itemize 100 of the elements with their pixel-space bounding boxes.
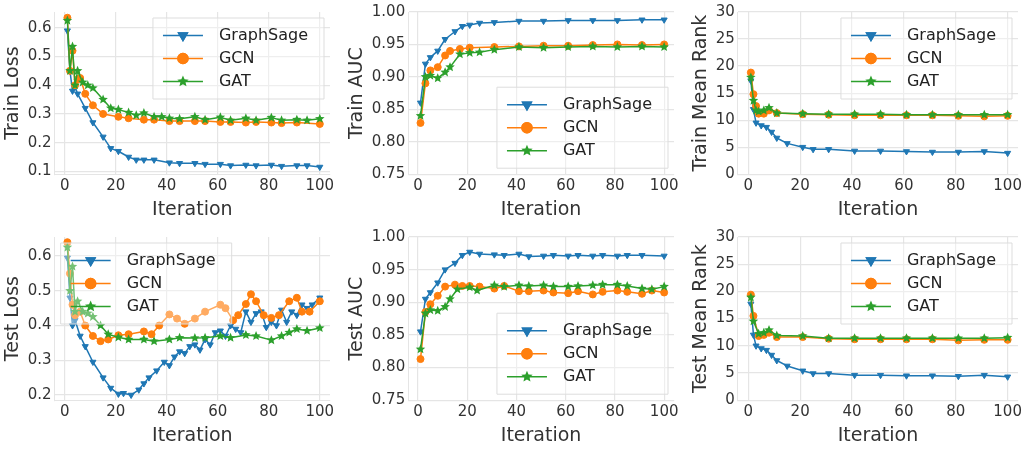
x-tick-label: 60 <box>208 402 228 421</box>
x-tick-label: 20 <box>790 402 810 421</box>
y-tick-label: 25 <box>715 28 735 47</box>
y-tick-label: 0.4 <box>27 315 52 334</box>
legend-label: GCN <box>562 342 599 362</box>
x-tick-label: 80 <box>259 176 279 195</box>
y-tick-label: 0.6 <box>27 17 52 36</box>
legend-label: GraphSage <box>906 249 997 269</box>
x-tick-label: 20 <box>457 402 477 421</box>
x-tick-label: 100 <box>649 402 679 421</box>
y-tick-label: 0.1 <box>27 161 52 180</box>
x-tick-label: 0 <box>413 176 423 195</box>
y-tick-label: 20 <box>715 281 735 300</box>
x-axis-title: Iteration <box>152 196 233 219</box>
legend-label: GAT <box>562 365 596 385</box>
y-tick-label: 20 <box>715 55 735 74</box>
legend-label: GAT <box>906 70 940 90</box>
x-tick-label: 100 <box>305 402 335 421</box>
y-axis-title: Test Mean Rank <box>688 244 711 394</box>
x-tick-label: 100 <box>305 176 335 195</box>
y-tick-label: 25 <box>715 254 735 273</box>
legend-label: GAT <box>906 295 940 315</box>
y-tick-label: 0.90 <box>371 292 406 311</box>
legend-label: GraphSage <box>562 93 653 113</box>
x-tick-label: 60 <box>208 176 228 195</box>
x-tick-label: 40 <box>157 176 177 195</box>
y-tick-label: 0.3 <box>27 103 52 122</box>
y-tick-label: 0.95 <box>371 259 406 278</box>
x-tick-label: 100 <box>993 402 1022 421</box>
y-axis-title: Test Loss <box>0 276 23 363</box>
y-axis-title: Train Mean Rank <box>688 14 711 173</box>
y-tick-label: 1.00 <box>371 226 406 245</box>
y-tick-label: 0.5 <box>27 46 52 65</box>
x-axis-title: Iteration <box>500 196 582 219</box>
x-tick-label: 0 <box>60 402 70 421</box>
y-tick-label: 0.75 <box>371 164 406 183</box>
legend-label: GCN <box>126 272 163 292</box>
y-tick-label: 0.3 <box>27 350 52 369</box>
y-tick-label: 0.90 <box>371 66 406 85</box>
x-axis-title: Iteration <box>837 422 919 445</box>
y-tick-label: 15 <box>715 82 735 101</box>
y-tick-label: 0.85 <box>371 324 406 343</box>
y-tick-label: 5 <box>725 362 735 381</box>
legend-label: GCN <box>906 47 943 67</box>
x-axis-title: Iteration <box>152 422 233 445</box>
legend-label: GraphSage <box>126 249 216 269</box>
y-tick-label: 0 <box>725 390 735 409</box>
y-tick-label: 10 <box>715 335 735 354</box>
legend-label: GCN <box>562 116 599 136</box>
y-tick-label: 0.6 <box>27 245 52 264</box>
x-axis-title: Iteration <box>500 422 582 445</box>
y-tick-label: 0.95 <box>371 34 406 53</box>
y-tick-label: 0.2 <box>27 384 52 403</box>
x-tick-label: 80 <box>259 402 279 421</box>
x-tick-label: 40 <box>842 402 862 421</box>
y-tick-label: 0 <box>725 164 735 183</box>
x-tick-label: 80 <box>946 402 966 421</box>
x-tick-label: 100 <box>993 176 1022 195</box>
x-tick-label: 0 <box>413 402 423 421</box>
y-tick-label: 0.2 <box>27 132 52 151</box>
x-tick-label: 40 <box>506 402 527 421</box>
y-tick-label: 0.4 <box>27 75 52 94</box>
y-tick-label: 30 <box>715 226 735 245</box>
x-tick-label: 80 <box>946 176 966 195</box>
x-tick-label: 60 <box>894 176 914 195</box>
legend-label: GraphSage <box>218 24 309 44</box>
y-tick-label: 0.75 <box>371 390 406 409</box>
x-tick-label: 0 <box>60 176 70 195</box>
y-tick-label: 1.00 <box>371 1 406 20</box>
x-tick-label: 20 <box>457 176 477 195</box>
y-tick-label: 0.5 <box>27 280 52 299</box>
x-tick-label: 0 <box>743 402 754 421</box>
y-tick-label: 0.85 <box>371 99 406 118</box>
y-axis-title: Test AUC <box>344 276 367 362</box>
y-tick-label: 10 <box>715 110 735 129</box>
x-tick-label: 40 <box>157 402 177 421</box>
legend-label: GAT <box>218 70 252 90</box>
x-tick-label: 100 <box>649 176 679 195</box>
legend-label: GraphSage <box>562 319 653 339</box>
y-tick-label: 15 <box>715 308 735 327</box>
y-tick-label: 5 <box>725 137 735 156</box>
y-tick-label: 0.80 <box>371 131 406 150</box>
x-tick-label: 0 <box>743 176 754 195</box>
x-tick-label: 60 <box>556 402 576 421</box>
x-tick-label: 20 <box>790 176 810 195</box>
legend-label: GAT <box>562 139 596 159</box>
y-tick-label: 0.80 <box>371 357 406 376</box>
x-tick-label: 80 <box>605 402 625 421</box>
legend-label: GCN <box>906 272 943 292</box>
legend-label: GCN <box>218 47 255 67</box>
x-axis-title: Iteration <box>837 196 919 219</box>
y-tick-label: 30 <box>715 1 735 20</box>
legend-label: GraphSage <box>906 24 997 44</box>
y-axis-title: Train AUC <box>344 47 367 141</box>
x-tick-label: 80 <box>605 176 625 195</box>
x-tick-label: 60 <box>894 402 914 421</box>
x-tick-label: 60 <box>556 176 576 195</box>
x-tick-label: 40 <box>506 176 527 195</box>
x-tick-label: 20 <box>106 176 126 195</box>
x-tick-label: 40 <box>842 176 862 195</box>
